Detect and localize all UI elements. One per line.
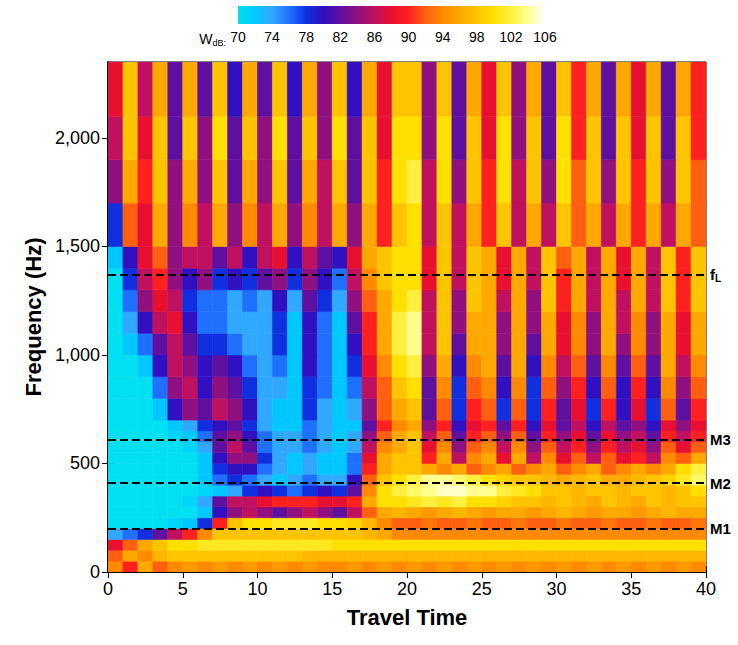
svg-text:15: 15 xyxy=(322,579,342,599)
svg-text:f: f xyxy=(710,266,715,284)
svg-text:0: 0 xyxy=(90,562,100,582)
svg-text:20: 20 xyxy=(397,579,417,599)
svg-text:86: 86 xyxy=(367,29,383,45)
svg-text:M3: M3 xyxy=(710,431,731,448)
svg-text:94: 94 xyxy=(435,29,451,45)
svg-text:102: 102 xyxy=(499,29,523,45)
svg-text:35: 35 xyxy=(621,579,641,599)
svg-text:106: 106 xyxy=(533,29,557,45)
svg-text:98: 98 xyxy=(469,29,485,45)
svg-text:70: 70 xyxy=(230,29,246,45)
svg-text:L: L xyxy=(715,273,721,284)
svg-text:0: 0 xyxy=(103,579,113,599)
svg-text:2,000: 2,000 xyxy=(55,128,100,148)
svg-text:90: 90 xyxy=(401,29,417,45)
svg-text:40: 40 xyxy=(696,579,716,599)
svg-text:5: 5 xyxy=(178,579,188,599)
svg-text:74: 74 xyxy=(264,29,280,45)
svg-text:1,500: 1,500 xyxy=(55,236,100,256)
svg-text:10: 10 xyxy=(247,579,267,599)
svg-text:30: 30 xyxy=(546,579,566,599)
svg-text:82: 82 xyxy=(333,29,349,45)
svg-text:Frequency (Hz): Frequency (Hz) xyxy=(21,238,46,397)
svg-text:Travel Time: Travel Time xyxy=(347,605,468,630)
svg-text:1,000: 1,000 xyxy=(55,345,100,365)
svg-text:M1: M1 xyxy=(710,520,731,537)
svg-text:M2: M2 xyxy=(710,475,731,492)
svg-text:W: W xyxy=(199,31,213,47)
svg-text:78: 78 xyxy=(298,29,314,45)
svg-text:dB:: dB: xyxy=(212,38,226,48)
svg-text:25: 25 xyxy=(472,579,492,599)
svg-text:500: 500 xyxy=(70,453,100,473)
